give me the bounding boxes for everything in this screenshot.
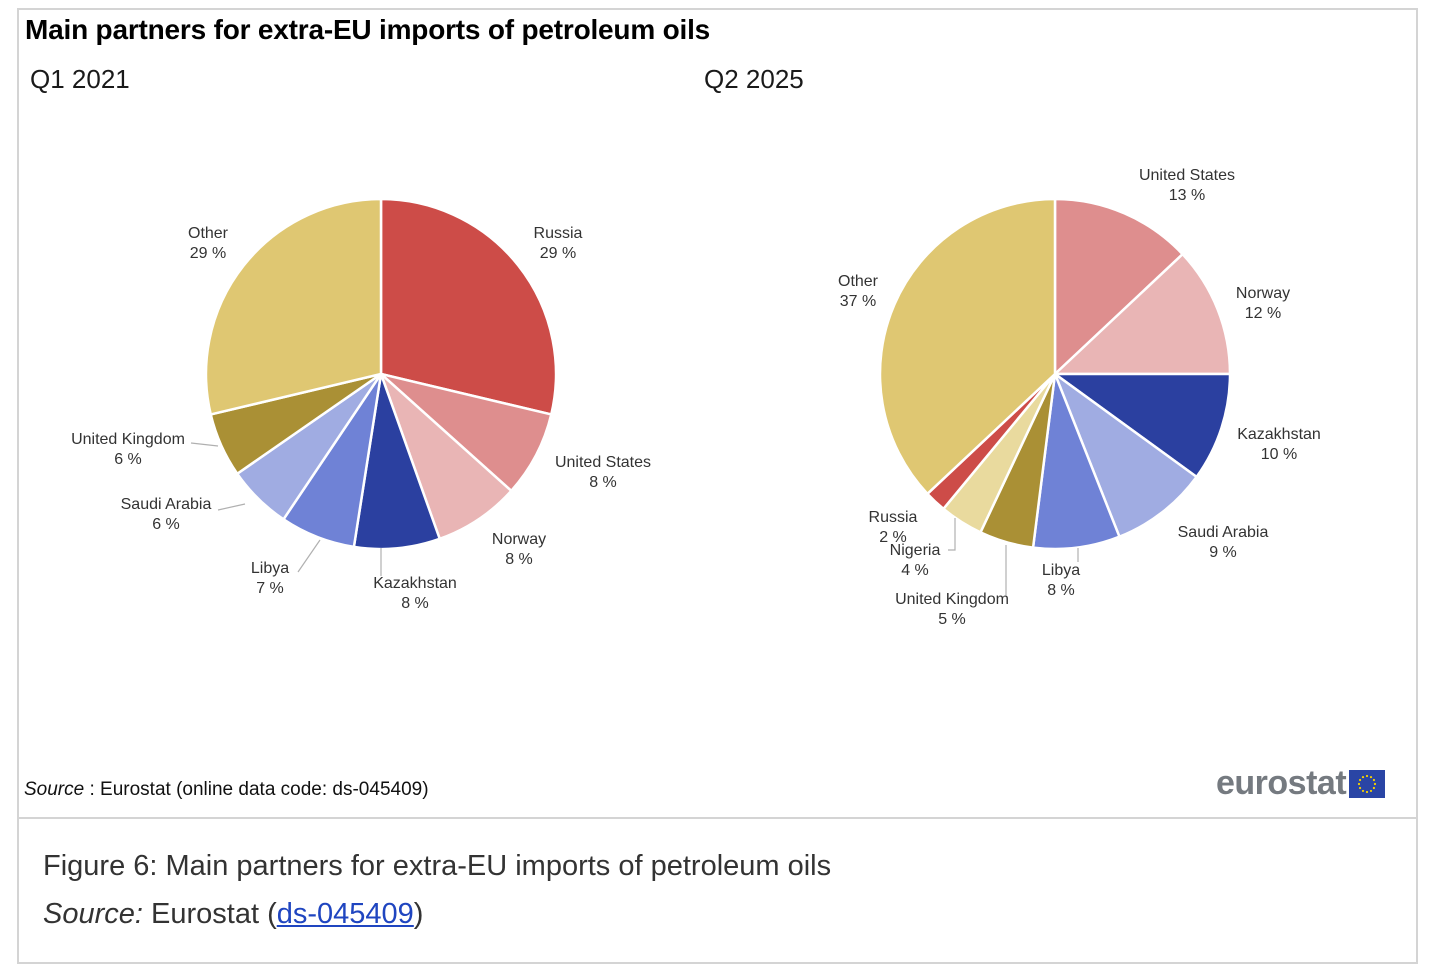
figure-source: Source: Eurostat (ds-045409): [43, 898, 423, 931]
slice-label-name: Kazakhstan: [373, 575, 457, 592]
pie-slice-saudi-arabia[interactable]: [1053, 372, 1198, 538]
slice-label-value: 29 %: [539, 245, 577, 262]
slice-label-other: Other 29 %: [188, 224, 228, 264]
source-label: Source: [24, 779, 85, 800]
slice-label-value: 8 %: [589, 474, 617, 491]
slice-label-kazakhstan: Kazakhstan 10 %: [1237, 425, 1321, 465]
slice-label-name: Libya: [250, 560, 290, 577]
slice-label-nigeria: Nigeria 4 %: [890, 541, 941, 581]
pie-slice-other[interactable]: [878, 197, 1057, 496]
slice-label-name: Libya: [1041, 562, 1081, 579]
slice-label-value: 6 %: [114, 451, 142, 468]
slice-label-value: 6 %: [152, 516, 180, 533]
slice-label-other: Other 37 %: [838, 272, 878, 312]
slice-label-united-states: United States 8 %: [555, 453, 651, 493]
slice-label-value: 37 %: [839, 293, 877, 310]
slice-label-name: United States: [1138, 167, 1236, 184]
slice-label-norway: Norway 12 %: [1236, 284, 1290, 324]
dataset-link[interactable]: ds-045409: [276, 898, 414, 930]
caption-divider: [17, 817, 1418, 819]
slice-label-name: Other: [187, 225, 229, 242]
slice-label-value: 29 %: [189, 245, 227, 262]
leader-line: [217, 503, 246, 511]
slice-label-value: 9 %: [1209, 544, 1237, 561]
slice-label-name: United Kingdom: [71, 431, 185, 448]
pie-slice-norway[interactable]: [1053, 252, 1232, 376]
slice-label-united-states: United States 13 %: [1139, 166, 1235, 206]
slice-label-value: 8 %: [505, 551, 533, 568]
slice-label-united-kingdom: United Kingdom 6 %: [71, 430, 185, 470]
leader-line: [948, 518, 956, 551]
slice-label-value: 5 %: [938, 611, 966, 628]
slice-label-libya: Libya 7 %: [251, 559, 289, 599]
eurostat-logo: eurostat: [1216, 764, 1386, 803]
caption-source-suffix: ): [413, 898, 424, 930]
slice-label-name: Norway: [1235, 285, 1291, 302]
slice-label-name: Saudi Arabia: [120, 496, 212, 513]
chart-title: Main partners for extra-EU imports of pe…: [25, 14, 711, 45]
slice-label-name: Nigeria: [889, 542, 941, 559]
right-pie-subtitle: Q2 2025: [704, 64, 804, 94]
slice-label-libya: Libya 8 %: [1042, 561, 1080, 601]
pie-slice-russia[interactable]: [379, 197, 558, 416]
slice-label-name: United Kingdom: [895, 591, 1009, 608]
pie-slice-united-states[interactable]: [1053, 197, 1184, 376]
source-separator: :: [84, 779, 101, 800]
pie-slice-kazakhstan[interactable]: [1053, 372, 1232, 479]
leader-line: [190, 442, 219, 447]
leader-line: [297, 539, 321, 573]
slice-label-value: 2 %: [879, 529, 907, 546]
slice-label-value: 7 %: [256, 580, 284, 597]
slice-label-saudi-arabia: Saudi Arabia 9 %: [1178, 523, 1269, 563]
pie-slice-other[interactable]: [204, 197, 383, 416]
logo-text: eurostat: [1216, 764, 1347, 802]
slice-label-name: Norway: [491, 531, 547, 548]
slice-label-name: Russia: [533, 225, 583, 242]
slice-label-value: 8 %: [1047, 582, 1075, 599]
slice-label-value: 4 %: [901, 562, 929, 579]
slice-label-kazakhstan: Kazakhstan 8 %: [373, 574, 457, 614]
slice-label-saudi-arabia: Saudi Arabia 6 %: [121, 495, 212, 535]
caption-source-prefix: Eurostat (: [142, 898, 277, 930]
slice-label-name: Kazakhstan: [1237, 426, 1321, 443]
slice-label-value: 10 %: [1260, 446, 1298, 463]
slice-label-name: Other: [837, 273, 879, 290]
left-pie-subtitle: Q1 2021: [30, 64, 130, 94]
slice-label-value: 13 %: [1168, 187, 1206, 204]
slice-label-name: Russia: [868, 509, 918, 526]
eu-flag-icon: [1349, 769, 1386, 798]
slice-label-name: Saudi Arabia: [1177, 524, 1269, 541]
slice-label-name: United States: [554, 454, 652, 471]
figure-caption: Figure 6: Main partners for extra-EU imp…: [43, 850, 832, 882]
figure-frame: [17, 8, 1418, 964]
slice-label-united-kingdom: United Kingdom 5 %: [895, 590, 1009, 630]
slice-label-norway: Norway 8 %: [492, 530, 546, 570]
chart-source: Source : Eurostat (online data code: ds-…: [24, 779, 429, 801]
slice-label-value: 8 %: [401, 595, 429, 612]
slice-label-russia: Russia 29 %: [534, 224, 583, 264]
source-text: Eurostat (online data code: ds-045409): [100, 779, 429, 800]
slice-label-russia: Russia 2 %: [869, 508, 918, 548]
caption-source-label: Source:: [43, 898, 143, 930]
slice-label-value: 12 %: [1244, 305, 1282, 322]
